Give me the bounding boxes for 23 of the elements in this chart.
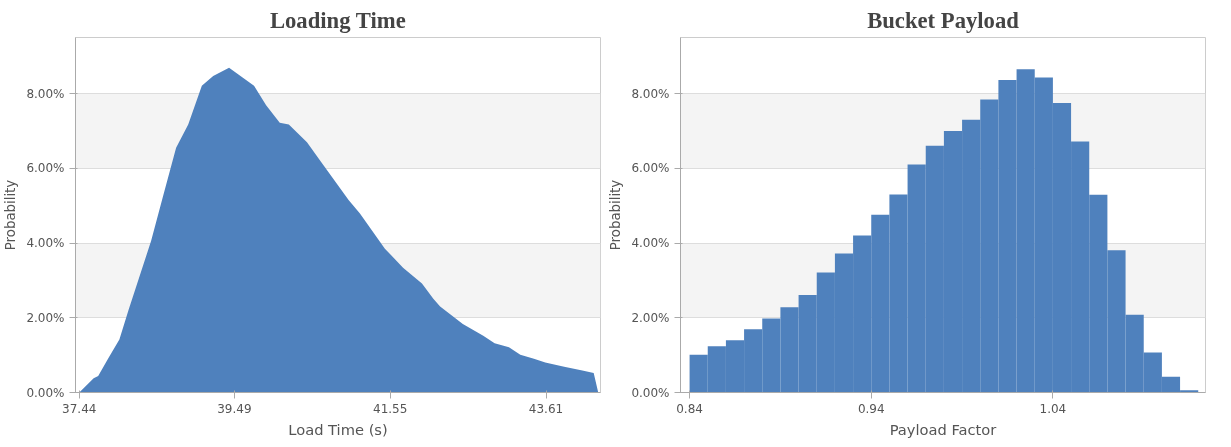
x-tick-label: 43.61: [528, 401, 564, 416]
y-tick-label: 0.00%: [631, 385, 670, 400]
x-tick-label: 41.55: [373, 401, 408, 416]
x-tick-label: 1.04: [1039, 401, 1067, 416]
y-axis-title: Probability: [608, 179, 624, 251]
chart-title: Loading Time: [269, 7, 406, 33]
y-tick-label: 2.00%: [26, 310, 65, 325]
y-tick-label: 6.00%: [631, 161, 670, 176]
y-tick-label: 8.00%: [26, 86, 65, 101]
x-tick-label: 0.84: [676, 401, 703, 416]
x-tick-label: 37.44: [62, 401, 97, 416]
y-tick-label: 6.00%: [26, 161, 65, 176]
x-axis-title: Payload Factor: [889, 420, 998, 438]
chart-title: Bucket Payload: [867, 7, 1020, 33]
x-tick-label: 39.49: [217, 401, 252, 416]
y-tick-label: 8.00%: [631, 86, 670, 101]
x-axis-title: Load Time (s): [288, 420, 388, 438]
x-tick-label: 0.94: [857, 401, 885, 416]
y-tick-label: 4.00%: [631, 236, 670, 251]
y-axis-title: Probability: [3, 179, 19, 251]
y-tick-label: 0.00%: [26, 385, 65, 400]
y-tick-label: 2.00%: [631, 310, 670, 325]
y-tick-label: 4.00%: [26, 236, 65, 251]
